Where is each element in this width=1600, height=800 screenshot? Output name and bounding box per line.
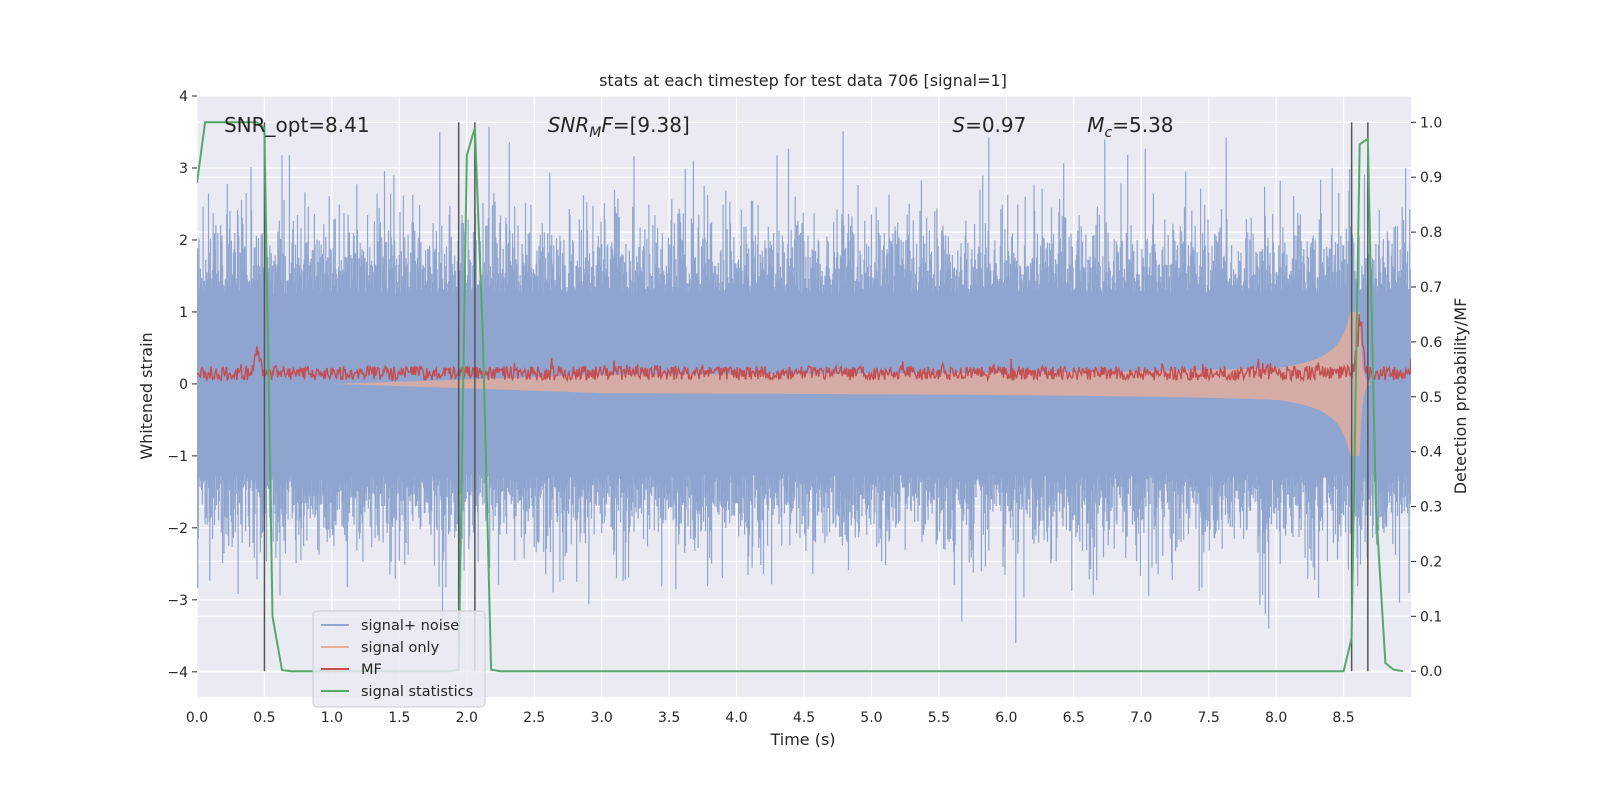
series-mf — [197, 314, 1411, 383]
x-tick-label: 6.0 — [995, 710, 1017, 726]
x-tick-label: 4.0 — [725, 710, 747, 726]
y2-tick-label: 0.7 — [1420, 280, 1442, 296]
y-tick-label: 3 — [179, 161, 188, 177]
annotation-text: SNR_opt=8.41 — [224, 113, 370, 137]
x-tick-label: 6.5 — [1063, 710, 1085, 726]
legend-label: MF — [361, 662, 382, 678]
ticks: 0.0 0.5 1.0 1.5 2.0 2.5 3.0 3.5 4.0 4.5 5.0 5.5 6.0 6… — [167, 89, 1442, 726]
x-tick-label: 2.0 — [456, 710, 478, 726]
x-tick-label: 2.5 — [523, 710, 545, 726]
y2-tick-label: 0.0 — [1420, 664, 1442, 680]
x-tick-label: 3.0 — [591, 710, 613, 726]
y-tick-label: 4 — [179, 89, 188, 105]
y-tick-label: 0 — [179, 377, 188, 393]
y-tick-label: −2 — [167, 521, 188, 537]
annotation-text: S=0.97 — [952, 113, 1026, 137]
legend-label: signal only — [361, 640, 440, 656]
x-tick-label: 7.5 — [1198, 710, 1220, 726]
y-tick-label: −1 — [167, 449, 188, 465]
series-signal-only — [331, 311, 1371, 456]
y2-axis-label: Detection probability/MF — [1451, 298, 1470, 495]
series-signal-statistics — [197, 121, 1404, 673]
x-tick-label: 1.5 — [388, 710, 410, 726]
x-tick-label: 8.5 — [1332, 710, 1354, 726]
y2-tick-label: 0.4 — [1420, 445, 1442, 461]
y2-tick-label: 0.6 — [1420, 335, 1442, 351]
x-tick-label: 4.5 — [793, 710, 815, 726]
y2-tick-label: 0.2 — [1420, 554, 1442, 570]
annotations: SNR_opt=8.41 SNRMF=[9.38] S=0.97 Mc=5.38 — [224, 113, 1174, 141]
y-tick-label: −4 — [167, 665, 188, 681]
x-tick-label: 5.5 — [928, 710, 950, 726]
chart-title: stats at each timestep for test data 706… — [599, 71, 1007, 90]
y2-tick-label: 0.1 — [1420, 609, 1442, 625]
x-axis-label: Time (s) — [769, 730, 835, 749]
x-tick-label: 7.0 — [1130, 710, 1152, 726]
legend: signal+ noise signal only MF signal statist… — [312, 610, 486, 708]
series-layer — [197, 121, 1411, 673]
y-axis-label: Whitened strain — [137, 332, 156, 459]
y-tick-label: 2 — [179, 233, 188, 249]
x-tick-label: 8.0 — [1265, 710, 1287, 726]
y2-tick-label: 0.3 — [1420, 500, 1442, 516]
x-tick-label: 0.5 — [253, 710, 275, 726]
legend-box — [312, 610, 486, 708]
legend-label: signal statistics — [361, 684, 473, 700]
x-tick-label: 1.0 — [321, 710, 343, 726]
x-tick-label: 3.5 — [658, 710, 680, 726]
y2-tick-label: 1.0 — [1420, 115, 1442, 131]
annotation-text: Mc=5.38 — [1087, 113, 1173, 141]
legend-label: signal+ noise — [361, 618, 459, 634]
y2-tick-label: 0.8 — [1420, 225, 1442, 241]
y2-tick-label: 0.9 — [1420, 170, 1442, 186]
annotation-text: SNRMF=[9.38] — [548, 113, 690, 141]
y-tick-label: −3 — [167, 593, 188, 609]
y-tick-label: 1 — [179, 305, 188, 321]
x-tick-label: 5.0 — [860, 710, 882, 726]
y2-tick-label: 0.5 — [1420, 390, 1442, 406]
x-tick-label: 0.0 — [186, 710, 208, 726]
